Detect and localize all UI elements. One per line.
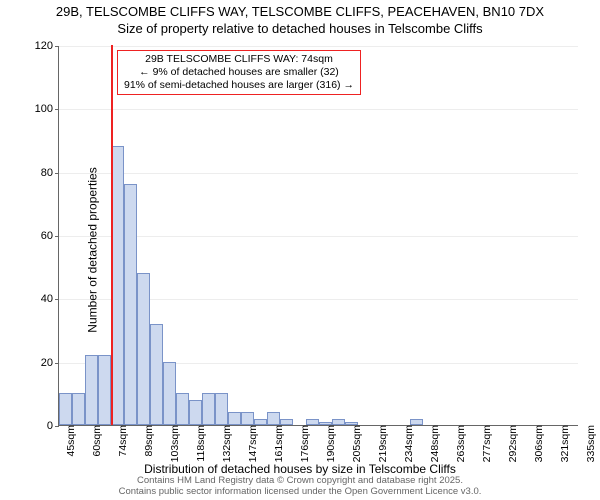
x-axis-label: Distribution of detached houses by size … bbox=[0, 462, 600, 476]
y-tick-label: 40 bbox=[41, 293, 59, 305]
x-tick-label: 60sqm bbox=[85, 425, 103, 457]
x-tick-label: 205sqm bbox=[345, 425, 363, 462]
x-tick-label: 103sqm bbox=[163, 425, 181, 462]
histogram-bar bbox=[163, 362, 176, 425]
x-tick-label: 118sqm bbox=[189, 425, 207, 462]
histogram-bar bbox=[59, 393, 72, 425]
histogram-bar bbox=[124, 184, 137, 425]
x-tick-label: 306sqm bbox=[527, 425, 545, 462]
histogram-bar bbox=[150, 324, 163, 425]
annotation-line-1: 29B TELSCOMBE CLIFFS WAY: 74sqm bbox=[145, 53, 333, 65]
histogram-bar bbox=[72, 393, 85, 425]
annotation-line-2: ← 9% of detached houses are smaller (32) bbox=[139, 66, 339, 78]
footer-line-1: Contains HM Land Registry data © Crown c… bbox=[137, 475, 463, 486]
x-tick-label: 89sqm bbox=[137, 425, 155, 457]
histogram-bar bbox=[137, 273, 150, 425]
x-tick-label: 176sqm bbox=[293, 425, 311, 462]
chart-title: 29B, TELSCOMBE CLIFFS WAY, TELSCOMBE CLI… bbox=[0, 0, 600, 38]
property-marker-line bbox=[111, 45, 113, 425]
histogram-bar bbox=[189, 400, 202, 425]
x-tick-label: 277sqm bbox=[475, 425, 493, 462]
plot-area: 02040608010012045sqm60sqm74sqm89sqm103sq… bbox=[58, 46, 578, 426]
x-tick-label: 74sqm bbox=[111, 425, 129, 457]
annotation-box: 29B TELSCOMBE CLIFFS WAY: 74sqm← 9% of d… bbox=[117, 50, 361, 95]
x-tick-label: 234sqm bbox=[397, 425, 415, 462]
chart-container: 29B, TELSCOMBE CLIFFS WAY, TELSCOMBE CLI… bbox=[0, 0, 600, 500]
histogram-bar bbox=[215, 393, 228, 425]
footer-line-2: Contains public sector information licen… bbox=[119, 486, 482, 497]
x-tick-label: 321sqm bbox=[553, 425, 571, 462]
y-tick-label: 0 bbox=[47, 420, 59, 432]
histogram-bar bbox=[228, 412, 241, 425]
x-tick-label: 190sqm bbox=[319, 425, 337, 462]
y-tick-label: 100 bbox=[35, 103, 59, 115]
y-tick-label: 80 bbox=[41, 167, 59, 179]
title-line-2: Size of property relative to detached ho… bbox=[117, 21, 482, 36]
x-tick-label: 292sqm bbox=[501, 425, 519, 462]
x-tick-label: 45sqm bbox=[59, 425, 77, 457]
histogram-bar bbox=[267, 412, 280, 425]
histogram-bar bbox=[202, 393, 215, 425]
y-tick-label: 60 bbox=[41, 230, 59, 242]
chart-footer: Contains HM Land Registry data © Crown c… bbox=[0, 476, 600, 498]
histogram-bar bbox=[85, 355, 98, 425]
x-tick-label: 147sqm bbox=[241, 425, 259, 462]
y-tick-label: 120 bbox=[35, 40, 59, 52]
gridline bbox=[59, 109, 578, 110]
x-tick-label: 263sqm bbox=[449, 425, 467, 462]
histogram-bar bbox=[241, 412, 254, 425]
annotation-line-3: 91% of semi-detached houses are larger (… bbox=[124, 79, 354, 91]
x-tick-label: 161sqm bbox=[267, 425, 285, 462]
y-tick-label: 20 bbox=[41, 357, 59, 369]
title-line-1: 29B, TELSCOMBE CLIFFS WAY, TELSCOMBE CLI… bbox=[56, 4, 544, 19]
x-tick-label: 248sqm bbox=[423, 425, 441, 462]
gridline bbox=[59, 173, 578, 174]
histogram-bar bbox=[176, 393, 189, 425]
gridline bbox=[59, 46, 578, 47]
x-tick-label: 335sqm bbox=[579, 425, 597, 462]
histogram-bar bbox=[98, 355, 111, 425]
x-tick-label: 219sqm bbox=[371, 425, 389, 462]
x-tick-label: 132sqm bbox=[215, 425, 233, 462]
